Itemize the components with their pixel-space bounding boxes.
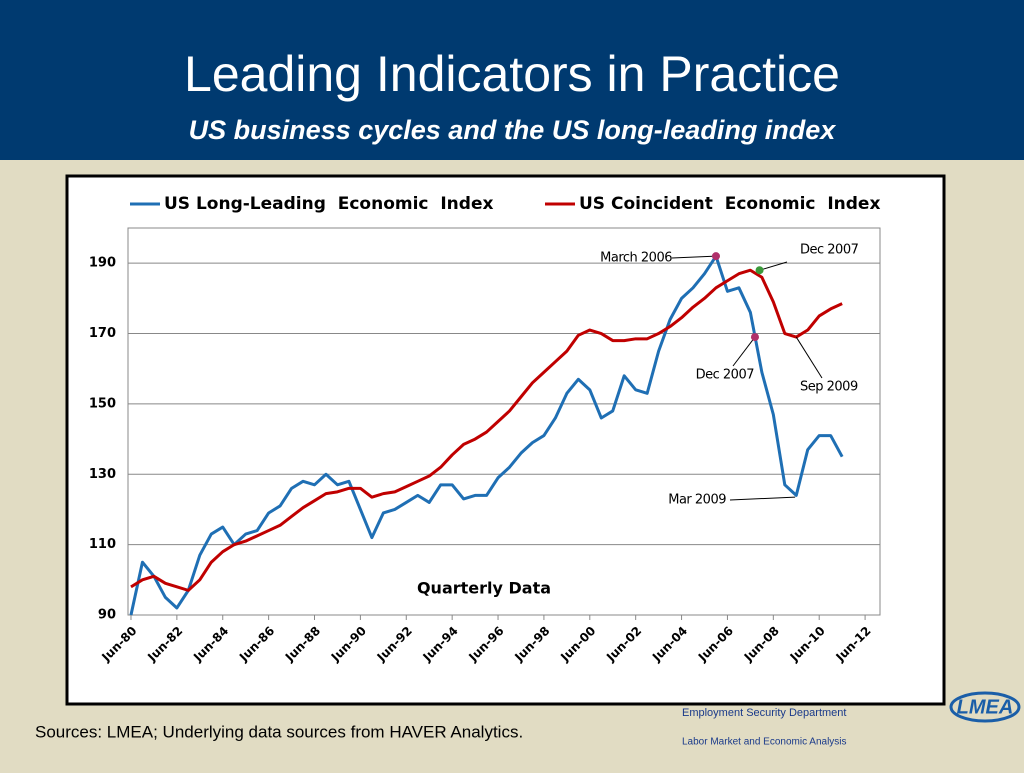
annotation-arrow <box>732 336 756 367</box>
y-tick-label: 90 <box>98 608 116 623</box>
annotation-marker <box>755 266 764 275</box>
division: Labor Market and Economic Analysis <box>682 737 847 748</box>
annotation-label: March 2006 <box>600 251 672 266</box>
annotation-label: Mar 2009 <box>668 493 726 508</box>
header-band <box>0 0 1024 160</box>
sources: Sources: LMEA; Underlying data sources f… <box>35 722 523 741</box>
annotation-label: Dec 2007 <box>696 368 755 383</box>
legend-label: US Coincident Economic Index <box>579 194 880 214</box>
logo-ring <box>949 691 1021 723</box>
note: Quarterly Data <box>417 579 551 598</box>
annotation-arrow <box>729 496 796 501</box>
annotation-arrow <box>759 261 788 271</box>
y-tick-label: 170 <box>89 326 116 341</box>
annotation-marker <box>711 252 720 261</box>
legend-label: US Long-Leading Economic Index <box>164 194 493 214</box>
annotation-label: Dec 2007 <box>800 243 859 258</box>
subtitle: US business cycles and the US long-leadi… <box>189 115 837 145</box>
annotation-arrow <box>795 336 823 379</box>
logo: LMEA <box>957 696 1014 718</box>
annotation-marker <box>750 333 759 342</box>
chart-frame <box>65 174 946 706</box>
series-line <box>129 254 844 616</box>
title: Leading Indicators in Practice <box>184 46 840 102</box>
annotation-arrow <box>671 255 716 259</box>
y-tick-label: 150 <box>89 396 116 411</box>
y-tick-label: 110 <box>89 537 116 552</box>
annotation-label: Sep 2009 <box>800 380 858 395</box>
y-tick-label: 190 <box>89 256 116 271</box>
org: Employment Security Department <box>682 707 846 719</box>
series-line <box>130 268 843 592</box>
y-tick-label: 130 <box>89 467 116 482</box>
